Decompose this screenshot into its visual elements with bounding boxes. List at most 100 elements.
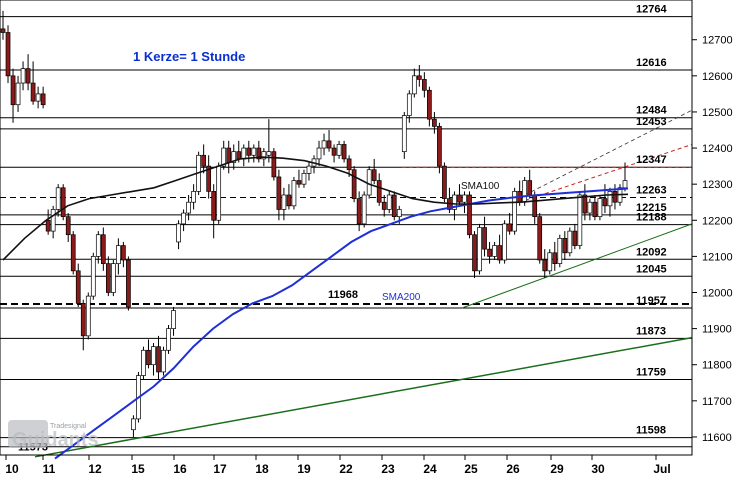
candle	[176, 220, 181, 250]
logo-subtitle: Tradesignal	[50, 423, 87, 430]
candle	[477, 223, 482, 275]
candle	[512, 187, 517, 235]
candle	[406, 90, 412, 123]
logo-title: Guidants	[12, 429, 99, 451]
plot-frame	[0, 0, 693, 456]
x-tick-label: 10	[5, 462, 19, 476]
level-label-12045: 12045	[636, 263, 667, 275]
candle	[40, 86, 46, 109]
upper-channel-line	[524, 109, 693, 196]
y-tick-label: 12000	[702, 288, 733, 300]
candle	[231, 144, 237, 170]
candle	[131, 415, 136, 437]
candle	[567, 227, 573, 257]
candle	[121, 241, 126, 268]
candle	[45, 209, 51, 235]
y-tick-label: 11900	[702, 324, 732, 336]
candle	[361, 191, 367, 228]
trend-lines	[34, 109, 693, 458]
sma100-label: SMA100	[461, 181, 500, 192]
candle	[161, 346, 166, 376]
candle	[201, 144, 206, 174]
x-tick-label: 15	[131, 462, 145, 476]
sma200-label: SMA200	[382, 292, 421, 303]
x-tick-label: 11	[43, 462, 56, 476]
y-tick-label: 11600	[702, 432, 732, 444]
candle	[65, 213, 71, 242]
level-label-12616: 12616	[636, 57, 667, 69]
horizontal-levels	[0, 16, 692, 448]
candle	[100, 227, 106, 271]
candle	[552, 241, 558, 271]
candle	[401, 111, 407, 159]
candle	[85, 292, 91, 340]
candle	[30, 61, 36, 105]
candle	[597, 195, 603, 221]
level-label-12188: 12188	[636, 212, 667, 224]
candle	[572, 223, 578, 250]
candle	[126, 256, 131, 311]
level-label-12764: 12764	[636, 4, 667, 16]
x-axis: 10 11 12 15 16 17 18 19 22 23 24 25 26 29 30 Jul	[5, 455, 671, 476]
candle	[507, 213, 512, 235]
candle	[251, 144, 257, 163]
candle	[256, 140, 262, 163]
red-channel-line	[524, 143, 693, 201]
candle	[25, 54, 31, 91]
y-tick-label: 12200	[702, 215, 733, 227]
candle	[191, 184, 196, 210]
candle	[20, 61, 26, 91]
candle	[351, 166, 357, 203]
candle	[5, 25, 11, 84]
y-tick-label: 12600	[702, 71, 733, 83]
level-label-11759: 11759	[636, 367, 666, 379]
candle	[271, 148, 277, 181]
candle	[276, 169, 282, 221]
candle	[462, 191, 467, 214]
candle	[211, 184, 217, 239]
candle	[427, 86, 432, 127]
candle	[15, 75, 21, 112]
candle	[537, 213, 543, 264]
candle	[607, 187, 613, 217]
candle	[381, 195, 387, 217]
x-tick-label: 25	[464, 462, 478, 476]
candle	[171, 306, 176, 336]
y-tick-label: 12400	[702, 143, 733, 155]
candle	[547, 249, 553, 275]
level-label-11968: 11968	[328, 289, 358, 301]
candle	[296, 169, 302, 188]
level-label-12453: 12453	[636, 116, 667, 128]
guidants-logo: Tradesignal Guidants	[8, 420, 99, 451]
candle	[557, 234, 563, 268]
candle	[562, 231, 568, 260]
candle	[497, 234, 502, 264]
candle	[386, 191, 392, 214]
candle	[10, 68, 16, 123]
candle	[291, 176, 297, 210]
candle	[35, 86, 41, 109]
level-label-11957: 11957	[636, 295, 666, 307]
candle	[70, 231, 76, 275]
candle	[186, 195, 191, 221]
candle	[487, 241, 492, 264]
level-label-12263: 12263	[636, 185, 667, 197]
candle	[286, 184, 292, 210]
candle	[422, 72, 427, 98]
candle	[151, 343, 156, 376]
candle	[141, 346, 146, 380]
y-tick-label: 11700	[702, 396, 732, 408]
moving-averages	[2, 156, 629, 460]
candle	[266, 119, 272, 163]
x-tick-label: 30	[591, 462, 605, 476]
candle	[582, 184, 588, 221]
candle	[341, 140, 347, 163]
x-tick-label: 29	[550, 462, 564, 476]
y-tick-label: 12500	[702, 107, 733, 119]
level-label-12215: 12215	[636, 202, 667, 214]
short-trendline	[461, 223, 693, 309]
candle	[156, 335, 161, 380]
candle	[166, 325, 171, 354]
candle	[457, 184, 462, 206]
x-tick-label: Jul	[653, 462, 670, 476]
